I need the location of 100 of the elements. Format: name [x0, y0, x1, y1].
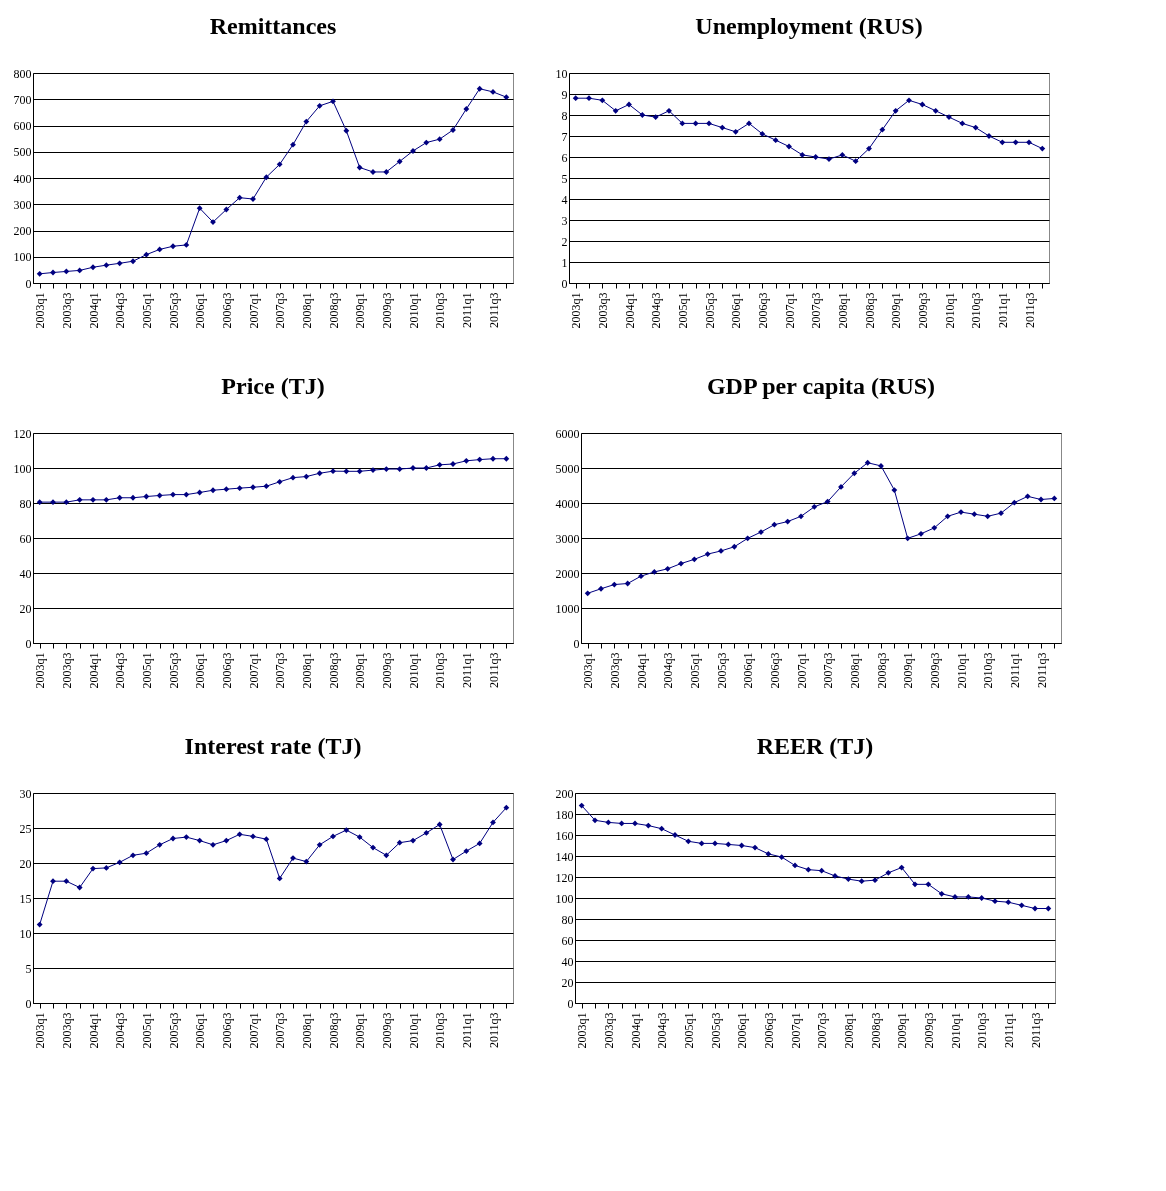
- y-tick-label: 6: [561, 150, 568, 165]
- point: [992, 898, 998, 905]
- x-tick-label: 2005q3: [166, 1012, 181, 1049]
- point: [906, 97, 912, 104]
- x-tick-label: 2004q3: [113, 292, 128, 329]
- point: [946, 114, 952, 121]
- y-tick-label: 10: [19, 926, 32, 941]
- y-tick-label: 80: [561, 912, 574, 927]
- x-tick-label: 2008q1: [299, 1012, 314, 1049]
- y-tick-label: 100: [13, 461, 32, 476]
- point: [76, 884, 83, 891]
- point: [183, 834, 190, 841]
- x-tick-label: 2007q1: [782, 292, 797, 329]
- point: [463, 848, 470, 855]
- x-tick-label: 2010q3: [433, 1012, 448, 1049]
- point: [812, 154, 819, 160]
- x-tick-label: 2009q3: [915, 292, 930, 329]
- point: [1032, 905, 1038, 912]
- point: [678, 560, 684, 567]
- point: [626, 101, 632, 108]
- x-tick-label: 2010q3: [981, 652, 996, 689]
- point: [236, 485, 243, 492]
- point: [811, 503, 818, 510]
- point: [76, 496, 83, 503]
- y-tick-label: 2000: [555, 566, 580, 581]
- point: [932, 107, 939, 114]
- x-tick-label: 2003q1: [33, 1012, 48, 1049]
- x-tick-label: 2004q1: [86, 1012, 101, 1049]
- point: [50, 499, 56, 506]
- x-tick-label: 2007q3: [809, 292, 824, 329]
- point: [778, 854, 785, 860]
- point: [103, 262, 110, 269]
- x-tick-label: 2009q3: [921, 1012, 936, 1049]
- x-tick-label: 2009q3: [379, 292, 394, 329]
- x-tick-label: 2007q3: [273, 1012, 288, 1049]
- x-tick-label: 2003q1: [569, 292, 584, 329]
- point: [732, 128, 739, 135]
- x-tick-label: 2007q1: [246, 652, 261, 689]
- point: [103, 496, 110, 503]
- point: [612, 107, 619, 114]
- x-tick-label: 2003q3: [59, 292, 74, 329]
- y-tick-label: 100: [555, 891, 574, 906]
- y-tick-label: 20: [19, 601, 32, 616]
- point: [370, 844, 376, 851]
- point: [223, 486, 230, 493]
- x-tick-label: 2007q1: [246, 1012, 261, 1049]
- point: [866, 145, 872, 152]
- x-tick-label: 2005q3: [702, 292, 717, 329]
- point: [316, 841, 323, 848]
- point: [103, 864, 110, 871]
- y-tick-label: 800: [13, 66, 32, 81]
- y-tick-label: 9: [561, 87, 568, 102]
- point: [1038, 496, 1044, 503]
- point: [872, 877, 878, 884]
- x-tick-label: 2005q3: [166, 652, 181, 689]
- x-tick-label: 2008q3: [326, 652, 341, 689]
- point: [826, 156, 832, 163]
- point: [330, 833, 336, 840]
- x-tick-label: 2008q3: [874, 652, 889, 689]
- x-tick-label: 2011q3: [486, 1012, 501, 1049]
- x-tick-label: 2004q1: [86, 292, 101, 329]
- y-tick-label: 160: [555, 828, 574, 843]
- y-tick-label: 0: [567, 996, 574, 1011]
- point: [738, 842, 745, 849]
- point: [263, 174, 270, 181]
- y-tick-label: 6000: [555, 426, 580, 441]
- point: [712, 840, 718, 847]
- x-tick-label: 2003q1: [575, 1012, 590, 1049]
- point: [1051, 495, 1058, 502]
- y-tick-label: 60: [561, 933, 574, 948]
- y-tick-label: 40: [19, 566, 32, 581]
- point: [503, 94, 510, 101]
- point: [396, 158, 403, 165]
- x-tick-label: 2005q1: [675, 292, 690, 329]
- point: [638, 573, 644, 580]
- point: [356, 834, 363, 841]
- x-tick-label: 2010q1: [406, 1012, 421, 1049]
- y-tick-label: 30: [19, 786, 32, 801]
- x-tick-label: 2009q1: [895, 1012, 910, 1049]
- point: [223, 206, 230, 213]
- point: [624, 580, 631, 587]
- x-tick-label: 2011q1: [1007, 652, 1022, 689]
- x-tick-label: 2009q1: [901, 652, 916, 689]
- point: [63, 499, 70, 506]
- point: [1026, 139, 1032, 146]
- y-tick-label: 400: [13, 171, 32, 186]
- point: [586, 95, 592, 102]
- point: [958, 509, 964, 516]
- point: [885, 869, 892, 876]
- x-tick-label: 2004q3: [113, 1012, 128, 1049]
- y-tick-label: 20: [19, 856, 32, 871]
- point: [210, 219, 216, 226]
- y-tick-label: 10: [555, 66, 568, 81]
- x-tick-label: 2007q1: [788, 1012, 803, 1049]
- y-tick-label: 120: [555, 870, 574, 885]
- y-tick-label: 5: [25, 961, 32, 976]
- point: [50, 269, 56, 276]
- x-tick-label: 2004q1: [634, 652, 649, 689]
- chart-title: GDP per capita (RUS): [706, 373, 936, 399]
- x-tick-label: 2005q1: [687, 652, 702, 689]
